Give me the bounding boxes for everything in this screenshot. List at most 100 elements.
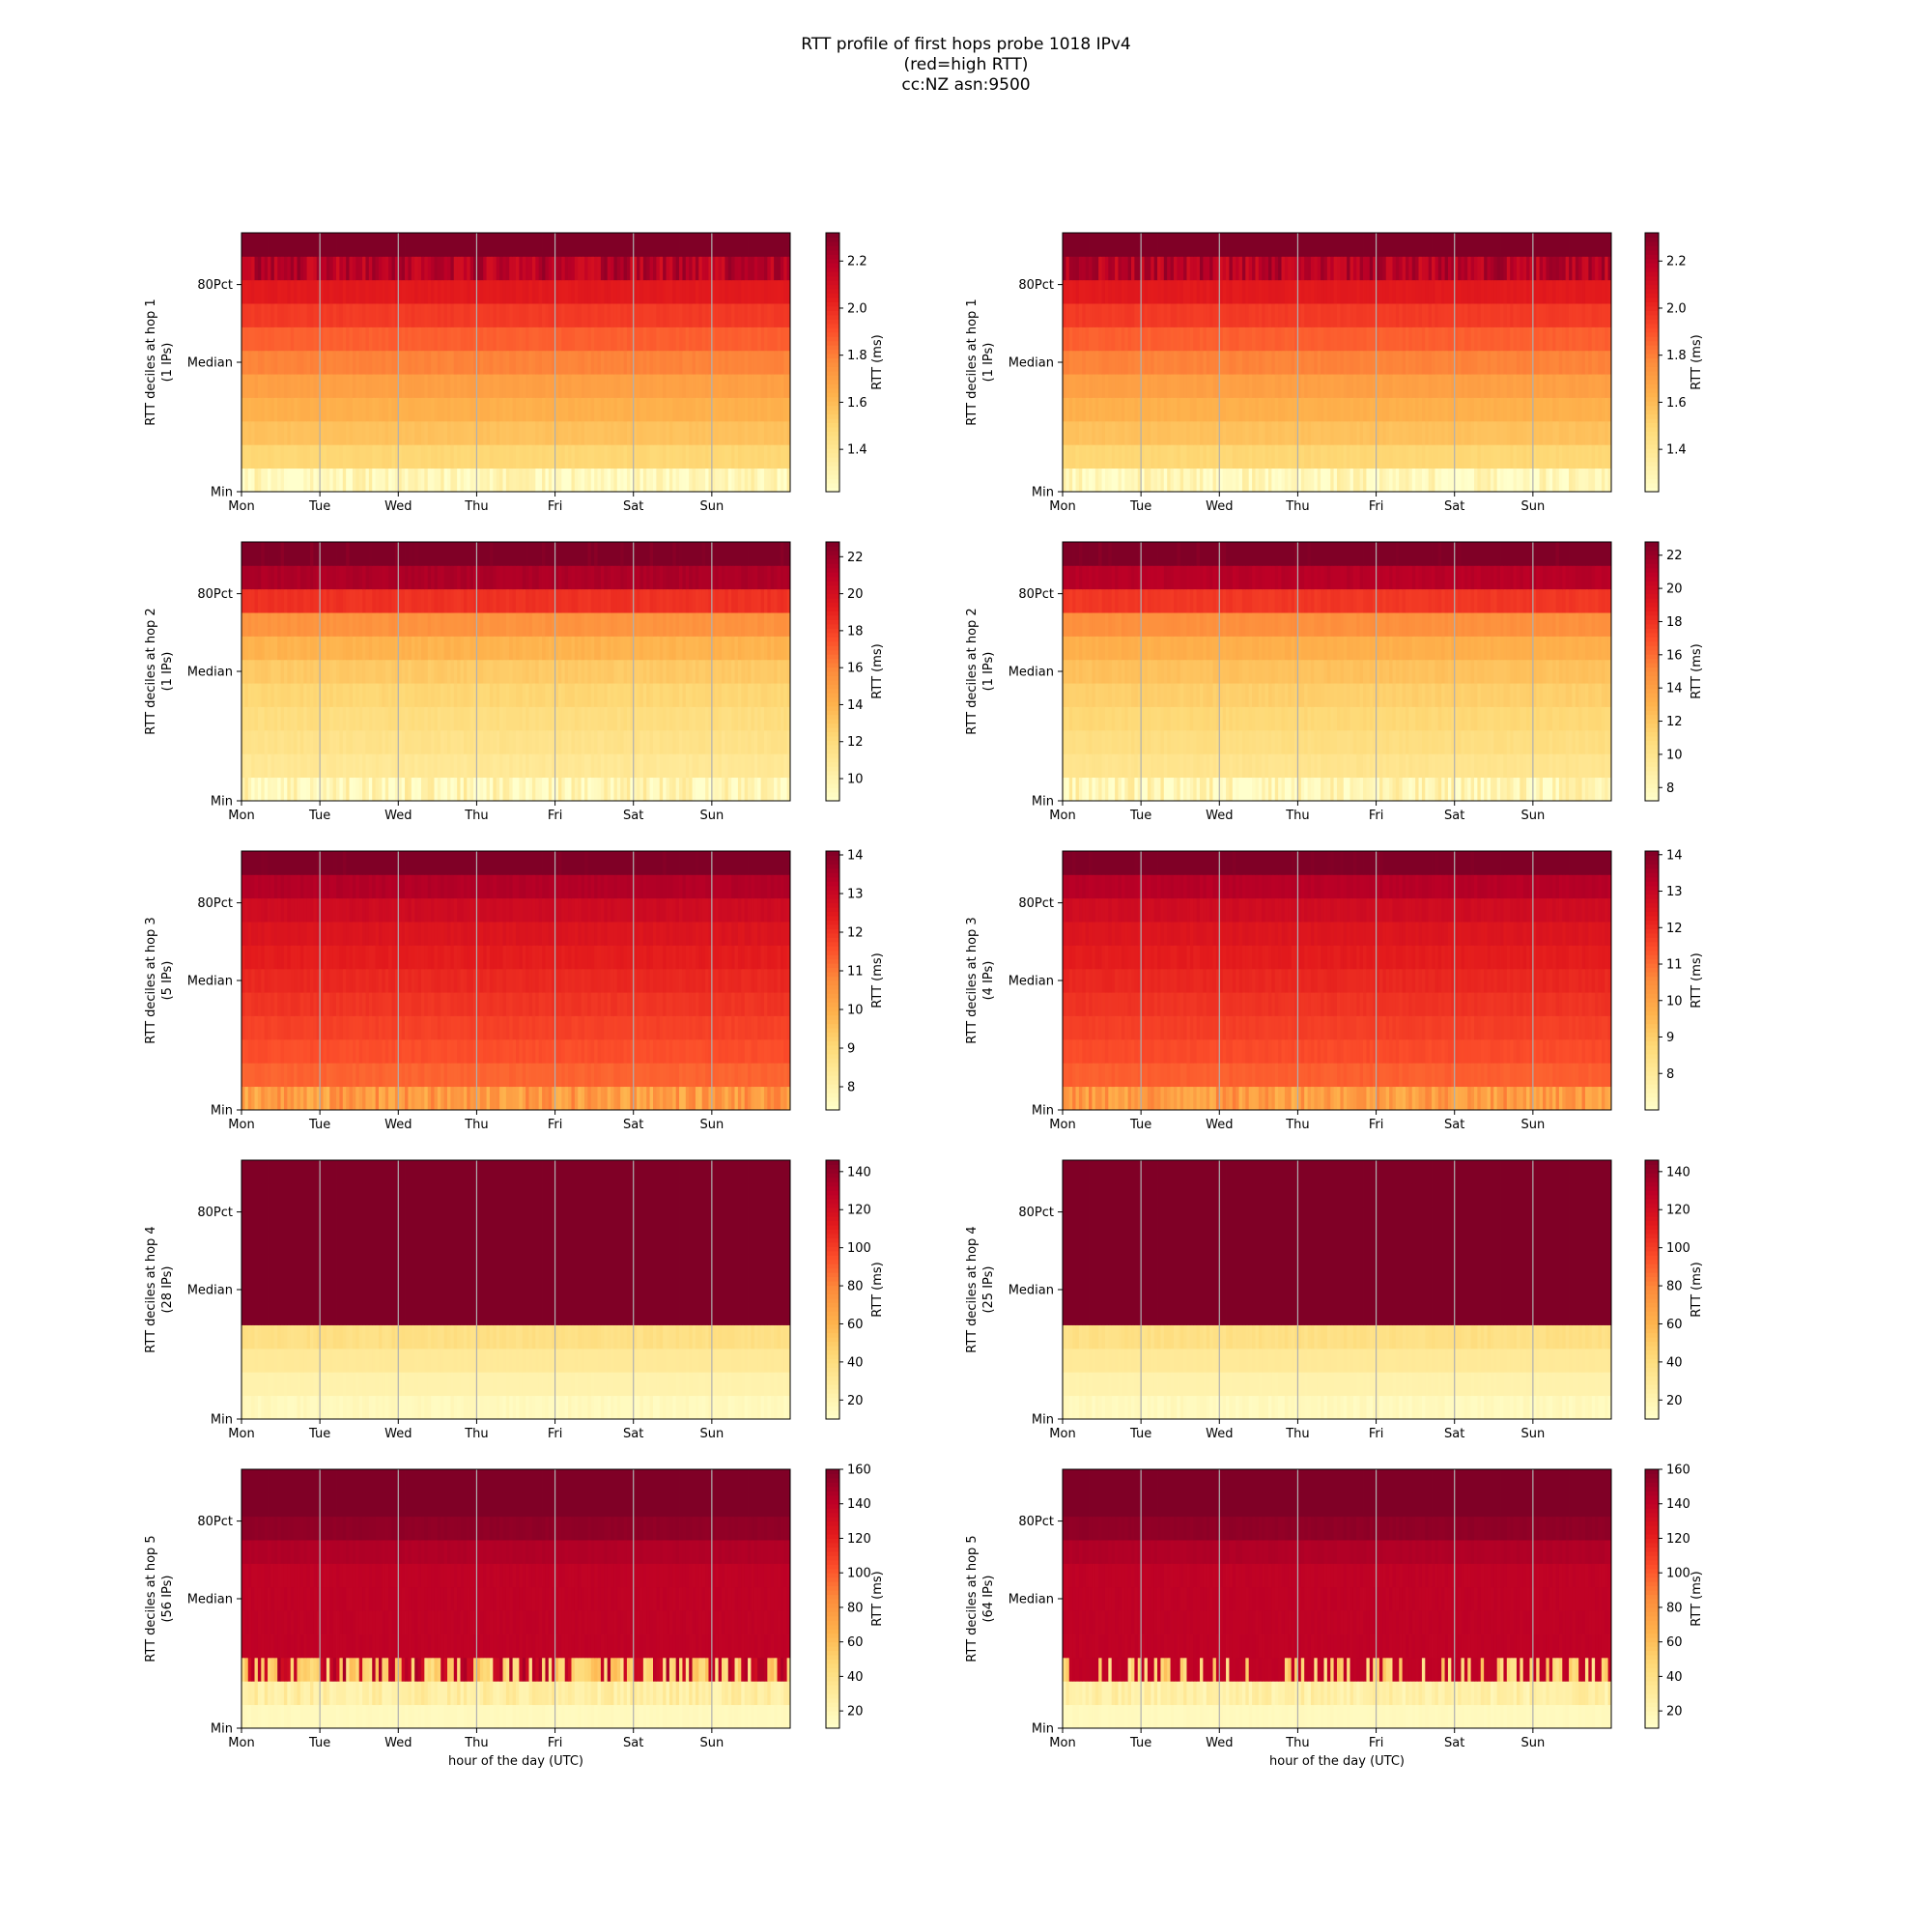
heatmap-cell bbox=[748, 397, 752, 422]
heatmap-cell bbox=[1451, 420, 1456, 445]
heatmap-cell bbox=[698, 420, 703, 445]
heatmap-cell bbox=[277, 706, 281, 731]
heatmap-cell bbox=[653, 397, 657, 422]
heatmap-cell bbox=[372, 659, 377, 684]
heatmap-cell bbox=[663, 327, 667, 352]
heatmap-cell bbox=[574, 279, 579, 304]
heatmap-cell bbox=[1121, 303, 1125, 327]
heatmap-cell bbox=[682, 303, 687, 327]
heatmap-cell bbox=[427, 753, 432, 779]
heatmap-cell bbox=[538, 444, 543, 469]
heatmap-cell bbox=[280, 350, 285, 375]
heatmap-cell bbox=[1477, 444, 1482, 469]
heatmap-cell bbox=[751, 729, 755, 754]
heatmap-cell bbox=[666, 706, 670, 731]
heatmap-cell bbox=[689, 233, 693, 257]
heatmap-cell bbox=[1520, 256, 1524, 281]
heatmap-cell bbox=[1546, 420, 1550, 445]
heatmap-cell bbox=[297, 777, 301, 802]
heatmap-cell bbox=[780, 729, 784, 754]
heatmap-cell bbox=[516, 374, 520, 398]
heatmap-cell bbox=[1101, 444, 1106, 469]
heatmap-cell bbox=[1565, 279, 1570, 304]
heatmap-cell bbox=[349, 683, 354, 707]
heatmap-cell bbox=[299, 374, 304, 398]
heatmap-cell bbox=[382, 444, 386, 469]
heatmap-cell bbox=[528, 350, 533, 375]
heatmap-cell bbox=[637, 777, 640, 802]
colorbar-swatch bbox=[826, 267, 839, 272]
heatmap-cell bbox=[639, 256, 644, 281]
heatmap-cell bbox=[656, 468, 661, 493]
heatmap-cell bbox=[1340, 374, 1345, 398]
heatmap-cell bbox=[1141, 350, 1145, 375]
heatmap-cell bbox=[1200, 420, 1204, 445]
heatmap-cell bbox=[1548, 397, 1553, 422]
heatmap-cell bbox=[692, 420, 696, 445]
heatmap-cell bbox=[244, 256, 249, 281]
heatmap-cell bbox=[294, 420, 298, 445]
heatmap-cell bbox=[398, 444, 403, 469]
colorbar-tick-label: 1.6 bbox=[847, 396, 867, 411]
heatmap-cell bbox=[467, 444, 471, 469]
heatmap-cell bbox=[368, 327, 373, 352]
heatmap-cell bbox=[512, 753, 517, 779]
heatmap-cell bbox=[718, 374, 723, 398]
heatmap-cell bbox=[620, 777, 624, 802]
heatmap-cell bbox=[1134, 327, 1139, 352]
colorbar-swatch bbox=[1645, 370, 1659, 376]
heatmap-cell bbox=[450, 729, 455, 754]
heatmap-cell bbox=[1569, 303, 1573, 327]
heatmap-cell bbox=[420, 327, 425, 352]
heatmap-cell bbox=[297, 374, 301, 398]
heatmap-cell bbox=[724, 233, 729, 257]
heatmap-cell bbox=[1160, 420, 1165, 445]
heatmap-cell bbox=[1555, 444, 1560, 469]
heatmap-cell bbox=[1252, 256, 1256, 281]
heatmap-cell bbox=[1484, 233, 1488, 257]
heatmap-cell bbox=[336, 420, 340, 445]
heatmap-cell bbox=[277, 753, 281, 779]
heatmap-cell bbox=[244, 659, 249, 684]
heatmap-cell bbox=[1526, 233, 1530, 257]
heatmap-cell bbox=[257, 397, 262, 422]
heatmap-cell bbox=[1268, 350, 1272, 375]
heatmap-cell bbox=[427, 420, 432, 445]
heatmap-cell bbox=[1385, 303, 1390, 327]
heatmap-cell bbox=[1219, 279, 1224, 304]
heatmap-cell bbox=[1392, 327, 1397, 352]
heatmap-cell bbox=[751, 303, 755, 327]
heatmap-cell bbox=[639, 327, 644, 352]
heatmap-cell bbox=[342, 327, 347, 352]
heatmap-cell bbox=[1343, 233, 1348, 257]
heatmap-cell bbox=[339, 729, 344, 754]
heatmap-cell bbox=[552, 233, 555, 257]
heatmap-cell bbox=[672, 468, 677, 493]
heatmap-cell bbox=[427, 397, 432, 422]
heatmap-cell bbox=[535, 683, 540, 707]
heatmap-cell bbox=[545, 397, 550, 422]
heatmap-cell bbox=[424, 256, 429, 281]
heatmap-cell bbox=[1137, 279, 1142, 304]
heatmap-cell bbox=[564, 233, 569, 257]
heatmap-cell bbox=[1607, 350, 1612, 375]
heatmap-cell bbox=[626, 374, 631, 398]
heatmap-cell bbox=[505, 683, 510, 707]
heatmap-cell bbox=[1137, 374, 1142, 398]
heatmap-cell bbox=[663, 279, 667, 304]
heatmap-cell bbox=[1425, 350, 1430, 375]
heatmap-cell bbox=[708, 303, 713, 327]
heatmap-cell bbox=[1363, 420, 1367, 445]
heatmap-cell bbox=[443, 279, 448, 304]
heatmap-cell bbox=[1241, 327, 1246, 352]
heatmap-cell bbox=[1516, 233, 1520, 257]
heatmap-cell bbox=[476, 636, 481, 661]
heatmap-cell bbox=[1226, 303, 1230, 327]
heatmap-cell bbox=[1444, 397, 1449, 422]
heatmap-cell bbox=[287, 729, 292, 754]
heatmap-cell bbox=[685, 683, 690, 707]
heatmap-cell bbox=[401, 636, 406, 661]
heatmap-cell bbox=[668, 233, 673, 257]
heatmap-cell bbox=[1323, 374, 1328, 398]
heatmap-cell bbox=[1520, 444, 1524, 469]
